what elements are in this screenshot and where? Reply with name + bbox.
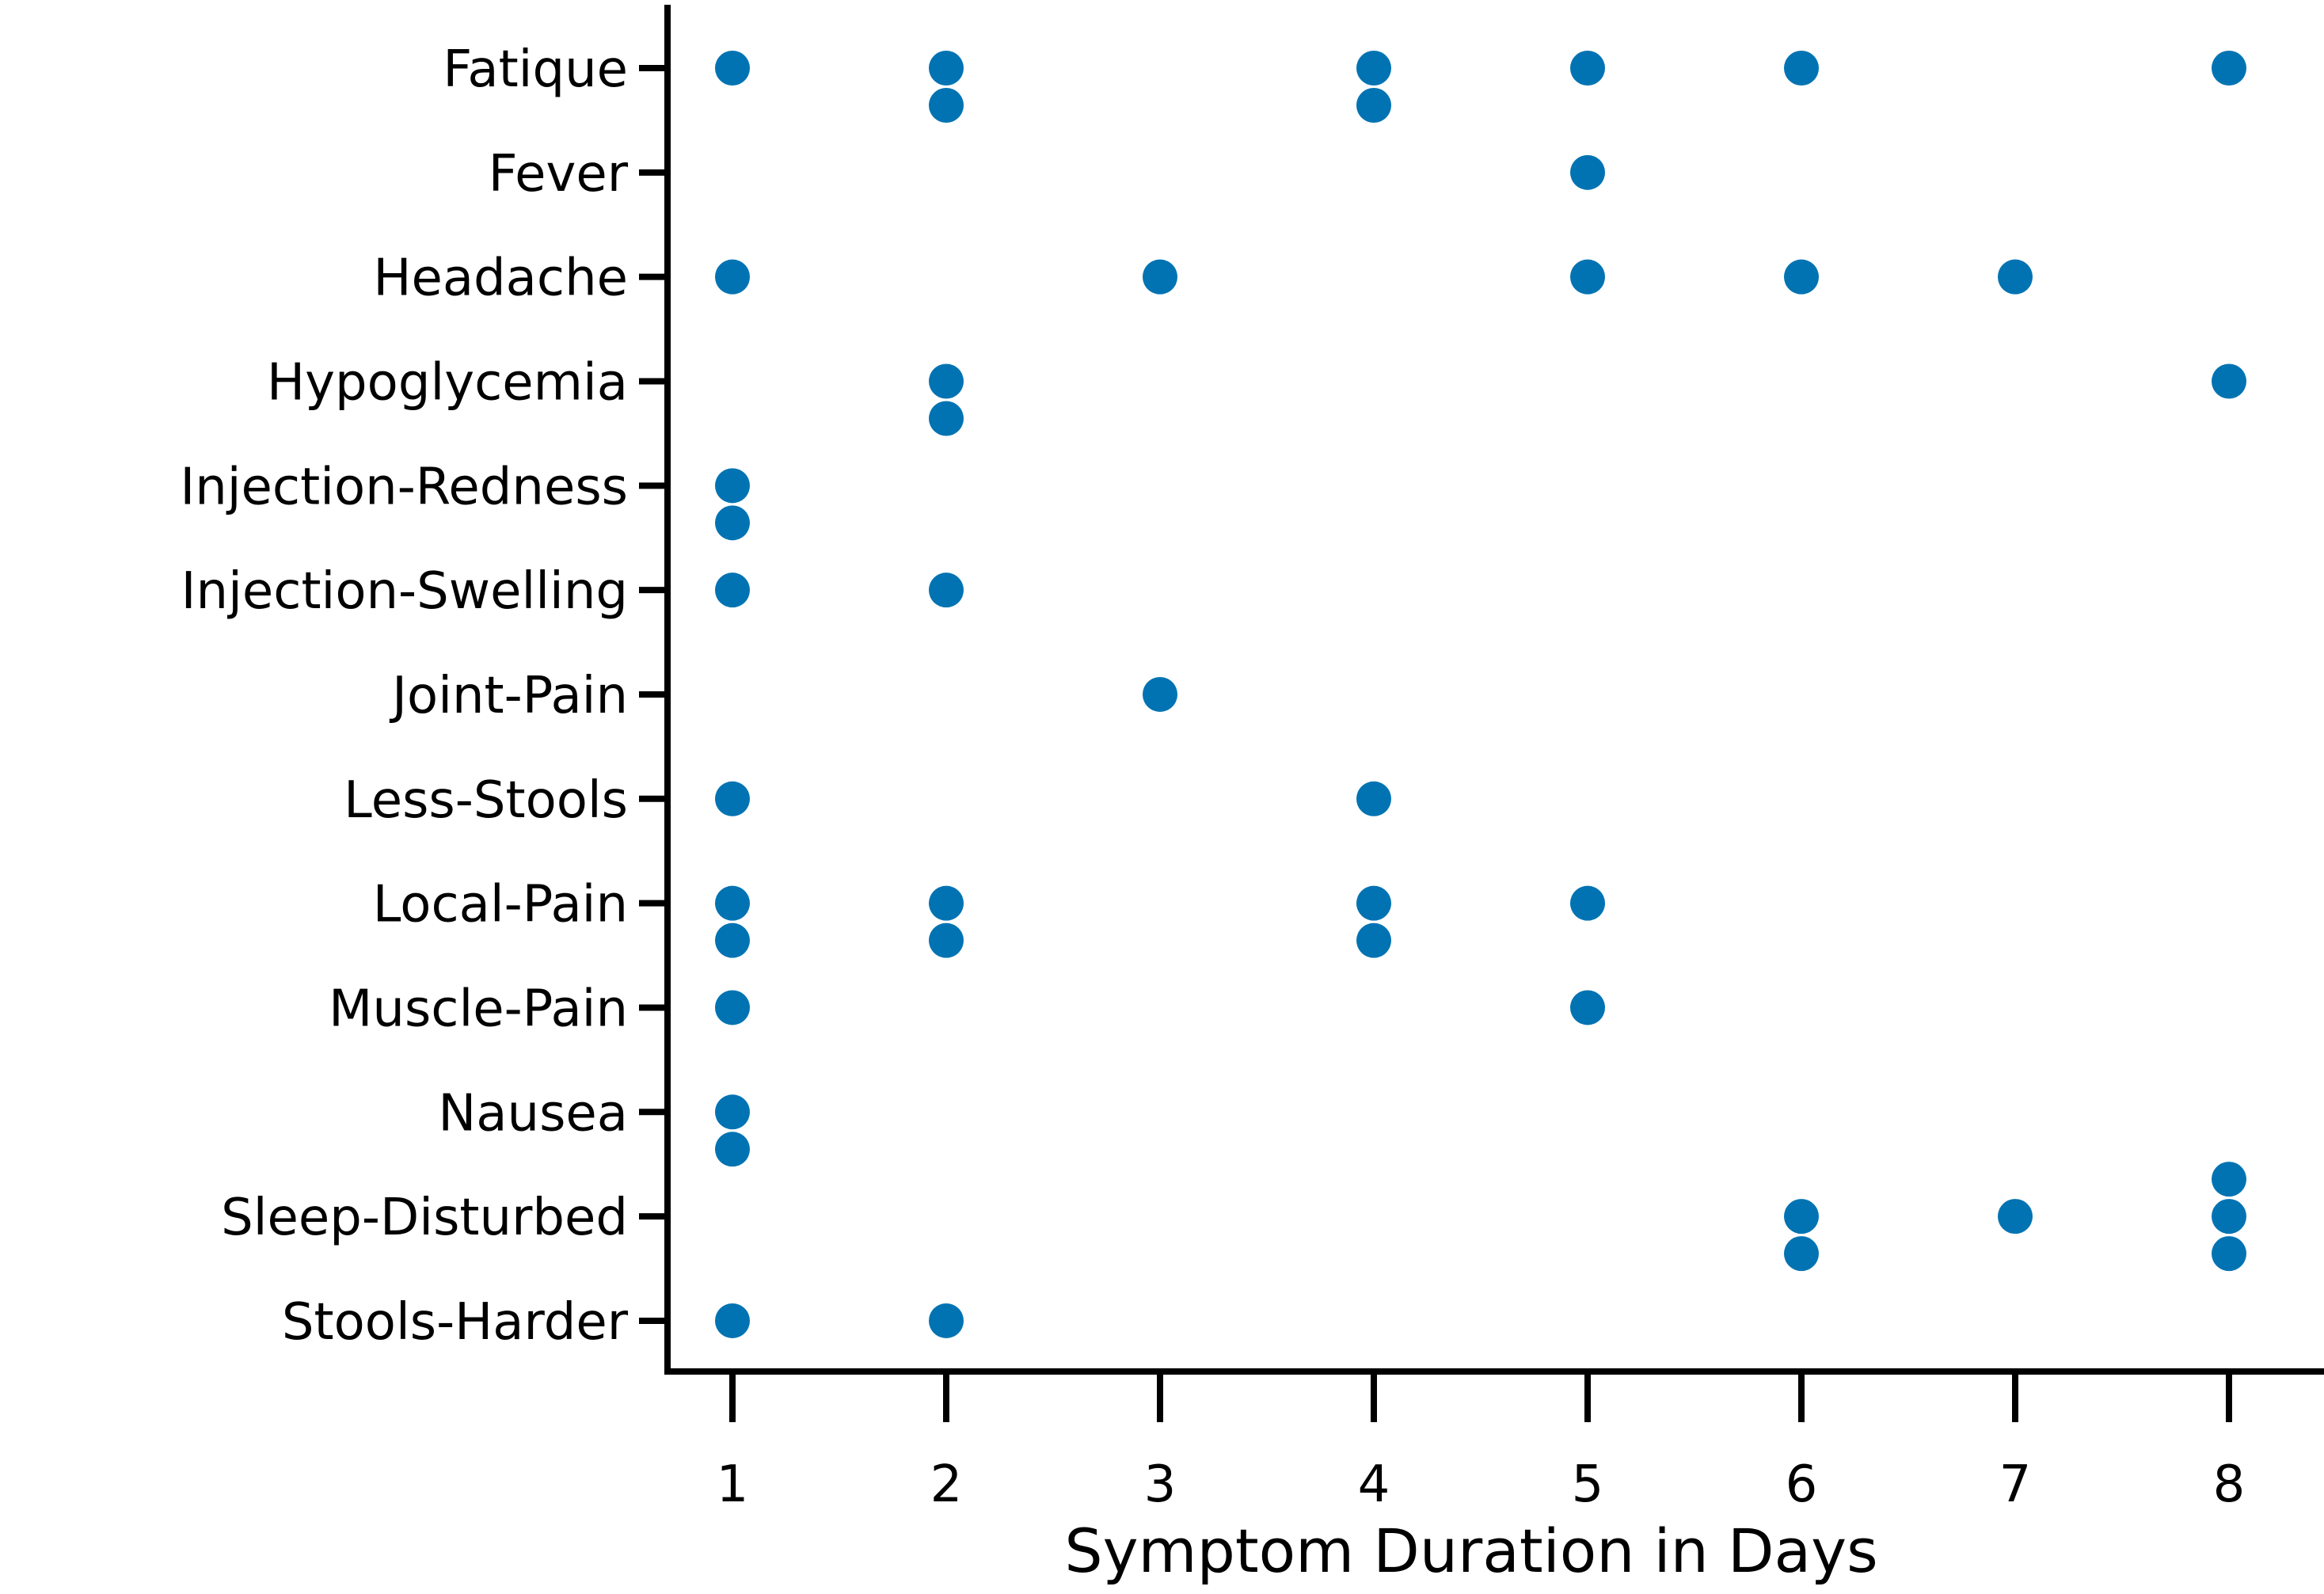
data-point	[1784, 1199, 1819, 1234]
data-point	[929, 885, 964, 921]
y-tick-label: Nausea	[438, 1084, 628, 1143]
x-tick-label: 3	[1144, 1455, 1177, 1514]
data-point	[2212, 1199, 2246, 1234]
data-point	[929, 573, 964, 608]
data-point	[715, 259, 750, 295]
y-tick-label: Joint-Pain	[389, 667, 628, 725]
x-axis-title: Symptom Duration in Days	[1064, 1516, 1877, 1586]
data-point	[2212, 1162, 2246, 1197]
x-tick-label: 5	[1572, 1455, 1604, 1514]
data-point	[1570, 259, 1605, 295]
x-tick-label: 8	[2213, 1455, 2246, 1514]
data-point	[929, 51, 964, 86]
data-point	[929, 1303, 964, 1338]
y-tick-label: Stools-Harder	[282, 1293, 629, 1352]
data-point	[2212, 1236, 2246, 1272]
data-point	[929, 363, 964, 399]
data-point	[1570, 885, 1605, 921]
data-point	[1784, 51, 1819, 86]
data-point	[2212, 363, 2246, 399]
data-point	[929, 401, 964, 436]
data-point	[1784, 1236, 1819, 1272]
data-point	[715, 51, 750, 86]
data-point	[1356, 923, 1391, 958]
x-tick-label: 2	[930, 1455, 963, 1514]
data-point	[715, 573, 750, 608]
data-point	[1143, 259, 1177, 295]
x-tick-label: 7	[1999, 1455, 2032, 1514]
data-point	[1356, 885, 1391, 921]
data-point	[715, 990, 750, 1025]
points-layer	[715, 51, 2246, 1338]
data-point	[929, 923, 964, 958]
data-point	[1143, 676, 1177, 712]
y-tick-label: Local-Pain	[373, 876, 628, 934]
y-tick-label: Hypoglycemia	[267, 354, 628, 413]
y-tick-label: Sleep-Disturbed	[221, 1189, 628, 1247]
data-point	[1570, 990, 1605, 1025]
y-tick-label: Less-Stools	[344, 771, 628, 830]
x-axis: 1 2 3 4 5 6 7 8	[664, 1368, 2324, 1514]
data-point	[929, 88, 964, 123]
data-point	[715, 1303, 750, 1338]
x-tick-label: 1	[717, 1455, 749, 1514]
y-tick-label: Injection-Redness	[180, 458, 628, 516]
x-tick-label: 4	[1358, 1455, 1390, 1514]
data-point	[1570, 154, 1605, 190]
data-point	[715, 781, 750, 816]
y-axis: Fatique Fever Headache Hypoglycemia Injectio…	[180, 5, 671, 1375]
data-point	[1998, 1199, 2033, 1234]
data-point	[1998, 259, 2033, 295]
data-point	[1784, 259, 1819, 295]
data-point	[715, 1094, 750, 1130]
data-point	[1356, 51, 1391, 86]
y-tick-label: Fatique	[443, 40, 628, 99]
y-tick-label: Headache	[373, 249, 628, 308]
data-point	[715, 885, 750, 921]
data-point	[1356, 781, 1391, 816]
data-point	[715, 468, 750, 504]
data-point	[1356, 88, 1391, 123]
y-tick-label: Fever	[489, 145, 629, 204]
data-point	[715, 923, 750, 958]
data-point	[2212, 51, 2246, 86]
data-point	[715, 505, 750, 541]
data-point	[1570, 51, 1605, 86]
x-tick-label: 6	[1786, 1455, 1818, 1514]
y-tick-label: Injection-Swelling	[181, 562, 628, 621]
y-tick-label: Muscle-Pain	[329, 980, 628, 1039]
data-point	[715, 1132, 750, 1167]
